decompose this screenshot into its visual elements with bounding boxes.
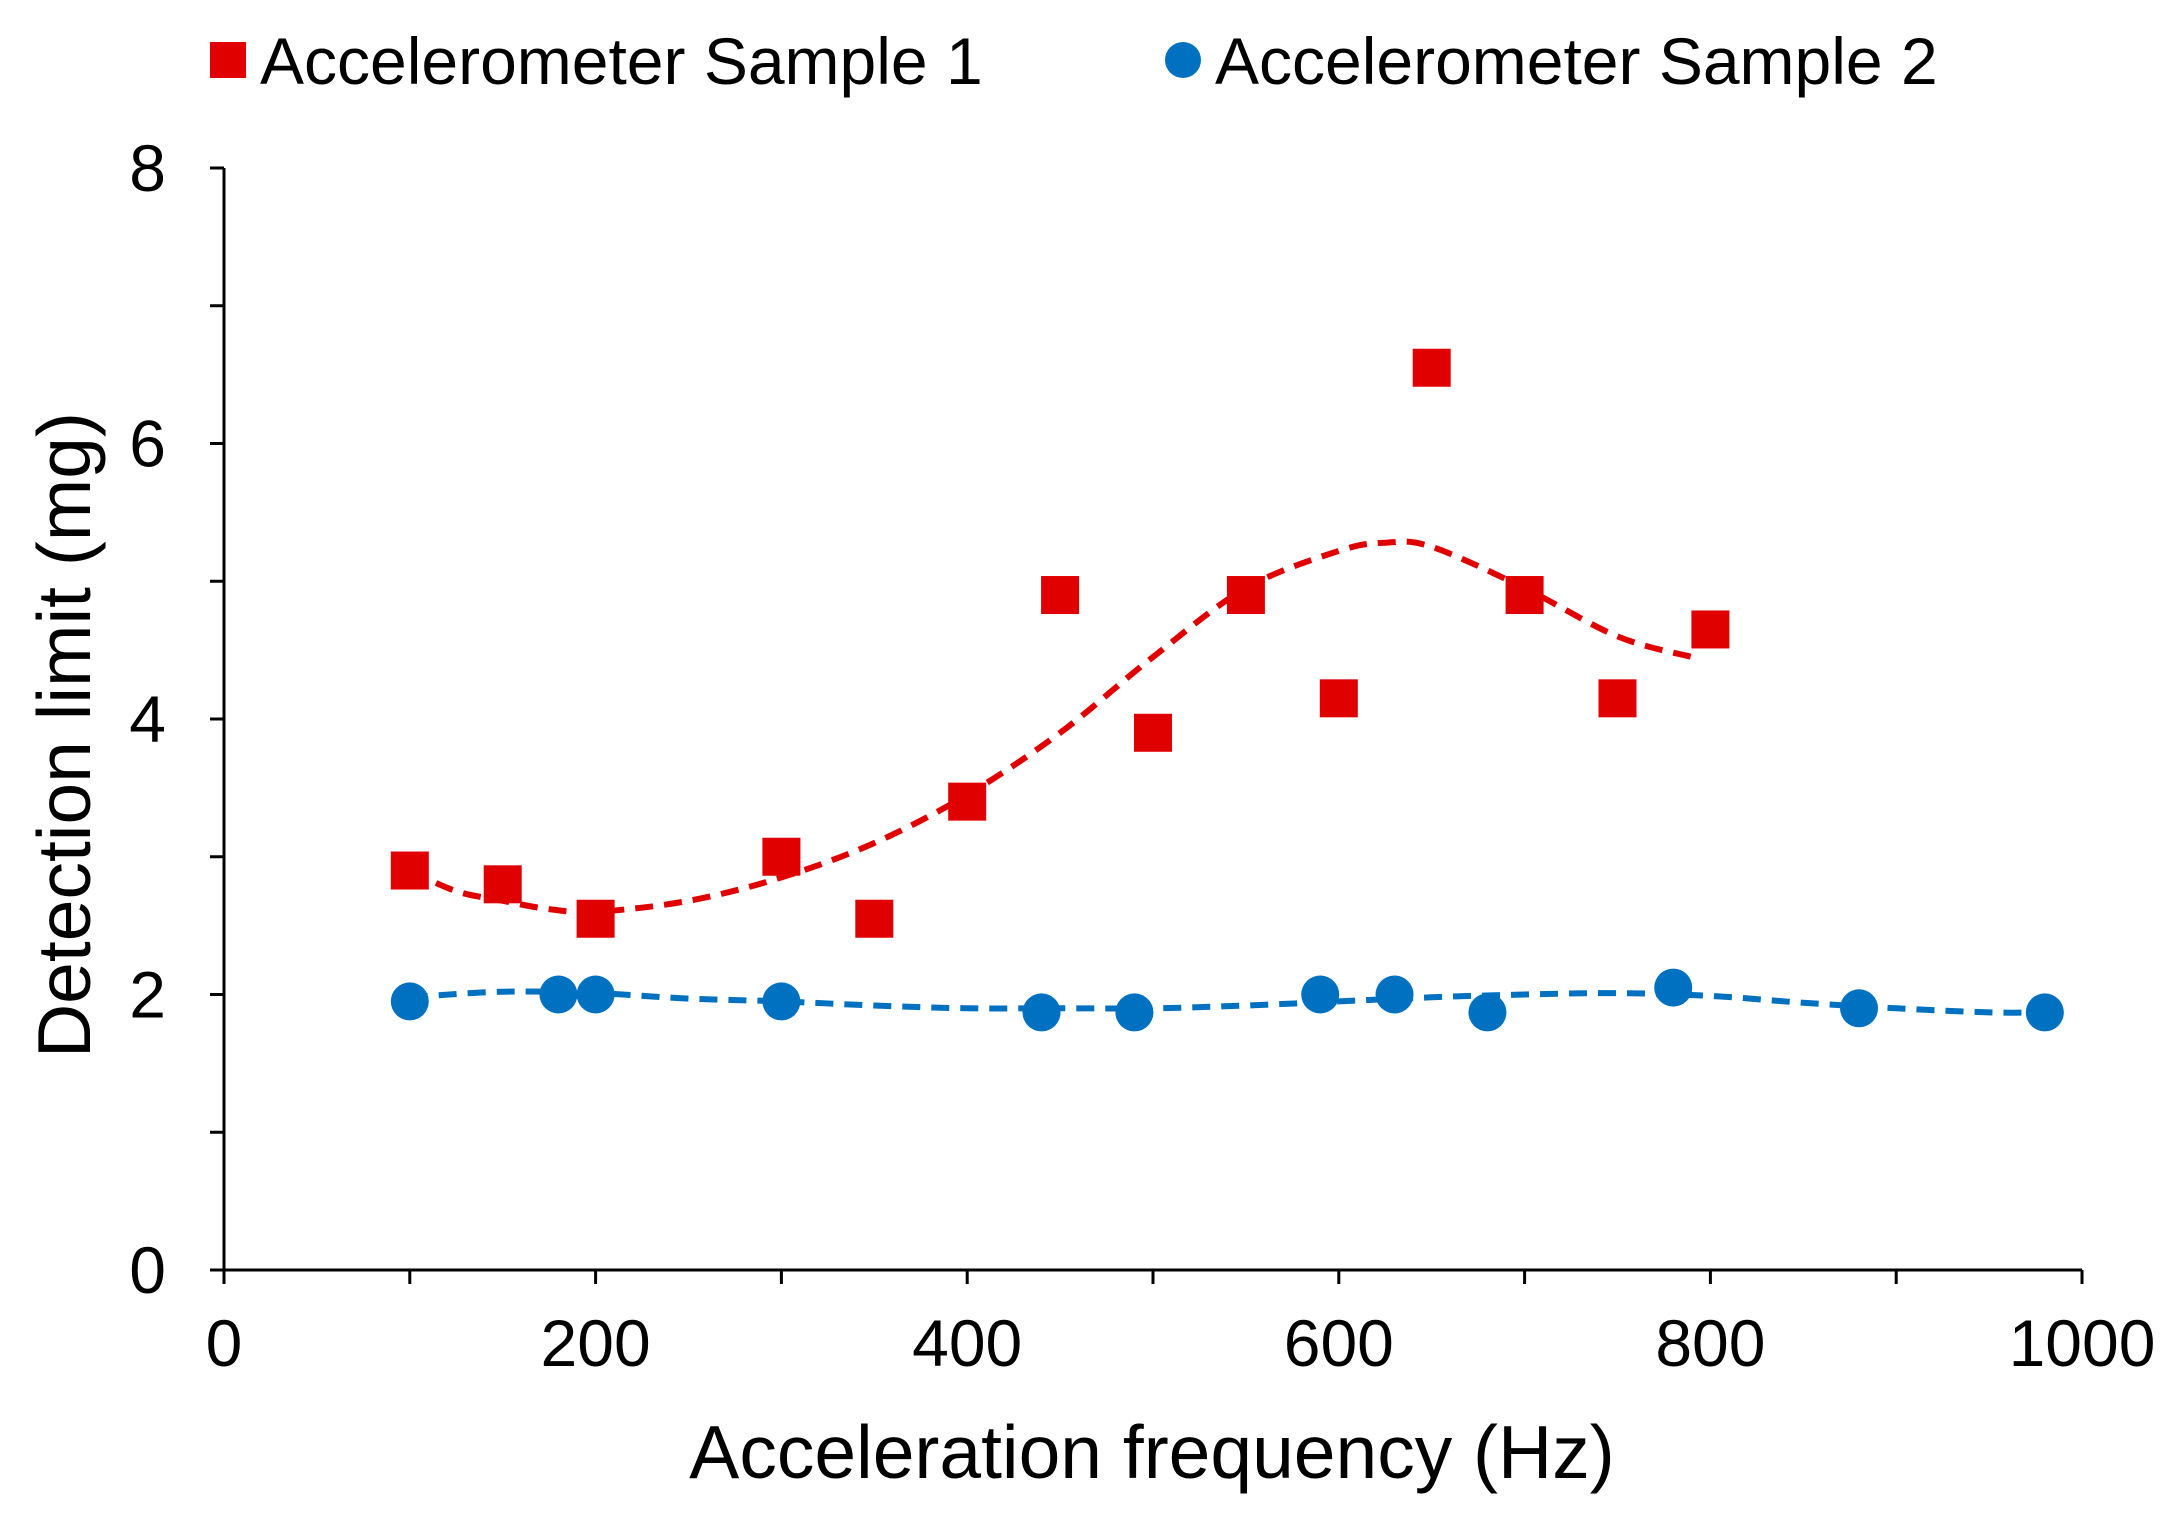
data-point-sample-2	[1115, 993, 1154, 1032]
data-point-sample-1	[1505, 576, 1544, 615]
legend-item-sample-2: Accelerometer Sample 2	[1165, 24, 1938, 98]
data-point-sample-2	[390, 982, 429, 1021]
y-tick-label: 6	[129, 407, 166, 481]
legend: Accelerometer Sample 1 Accelerometer Samp…	[210, 24, 1938, 98]
data-point-sample-1	[1691, 610, 1730, 649]
x-tick-label: 0	[206, 1306, 243, 1380]
data-point-sample-1	[1041, 576, 1080, 615]
data-point-sample-2	[1840, 989, 1879, 1028]
legend-marker-sample-2	[1165, 42, 1201, 78]
x-tick-label: 800	[1655, 1306, 1765, 1380]
data-point-sample-2	[1654, 968, 1693, 1007]
data-point-sample-2	[1375, 975, 1414, 1014]
data-point-sample-1	[1319, 679, 1358, 718]
data-point-sample-2	[1301, 975, 1340, 1014]
x-tick-label: 200	[541, 1306, 651, 1380]
y-tick-label: 0	[129, 1233, 166, 1307]
data-point-sample-1	[948, 782, 987, 821]
series-sample-2	[390, 968, 2064, 1032]
legend-marker-sample-1	[210, 42, 246, 78]
series-layer	[390, 348, 2064, 1032]
data-point-sample-2	[539, 975, 578, 1014]
data-point-sample-2	[576, 975, 615, 1014]
legend-item-sample-1: Accelerometer Sample 1	[210, 24, 983, 98]
legend-label-sample-2: Accelerometer Sample 2	[1215, 24, 1938, 98]
data-point-sample-1	[1226, 576, 1265, 615]
data-point-sample-2	[2025, 993, 2064, 1032]
series-sample-1	[390, 348, 1730, 938]
data-point-sample-1	[390, 851, 429, 890]
axes-layer: 0 2 4 6 8 0 200 400 600 800 1000	[129, 131, 2155, 1380]
x-tick-label: 600	[1284, 1306, 1394, 1380]
data-point-sample-1	[855, 899, 894, 938]
data-point-sample-1	[1134, 713, 1172, 752]
x-axis-title: Acceleration frequency (Hz)	[689, 1410, 1614, 1494]
trendline-sample-1	[408, 538, 1693, 916]
x-tick-label: 1000	[2009, 1306, 2156, 1380]
legend-label-sample-1: Accelerometer Sample 1	[260, 24, 983, 98]
data-point-sample-2	[762, 982, 801, 1021]
data-point-sample-1	[576, 899, 615, 938]
y-tick-label: 2	[129, 958, 166, 1032]
y-tick-label: 4	[129, 682, 166, 756]
trendline-sample-2	[409, 988, 2045, 1016]
x-tick-label: 400	[912, 1306, 1022, 1380]
data-point-sample-1	[762, 837, 801, 876]
data-point-sample-1	[483, 865, 522, 904]
data-point-sample-2	[1022, 993, 1061, 1032]
data-point-sample-1	[1412, 348, 1451, 387]
data-point-sample-2	[1468, 993, 1507, 1032]
data-point-sample-1	[1598, 679, 1637, 718]
y-axis-title: Detection limit (mg)	[22, 412, 106, 1058]
y-tick-label: 8	[129, 131, 166, 205]
